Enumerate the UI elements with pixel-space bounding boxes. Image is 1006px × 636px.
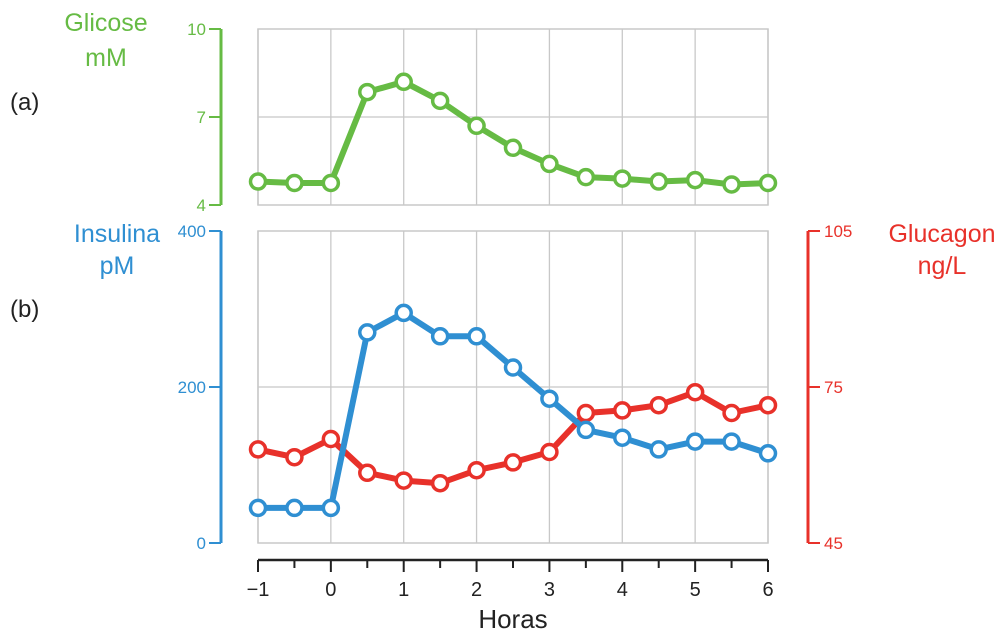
glicose-line — [255, 78, 771, 188]
glucagon-point — [430, 473, 450, 493]
glicose-point — [358, 82, 377, 102]
insulina-axis-title-line2: pM — [100, 252, 135, 280]
glucagon-point — [540, 442, 559, 462]
glicose-point — [467, 116, 486, 136]
insulina-line — [255, 309, 771, 511]
glucagon-point — [613, 401, 632, 420]
glucagon-point — [467, 460, 486, 480]
insulina-tick-label: 0 — [197, 534, 206, 553]
insulina-tick-label: 400 — [178, 222, 206, 241]
insulina-point — [285, 498, 304, 518]
glicose-point — [649, 172, 668, 191]
glucagon-point — [248, 440, 268, 459]
glucagon-tick-label: 105 — [824, 222, 852, 241]
x-tick-label: 5 — [690, 579, 701, 601]
x-tick-label: −1 — [247, 579, 270, 601]
glucagon-axis-title-line2: ng/L — [918, 252, 967, 280]
x-tick-label: 0 — [325, 579, 336, 601]
glicose-point — [285, 173, 304, 193]
glucagon-point — [503, 453, 523, 472]
glucagon-point — [285, 447, 304, 467]
series-layer — [248, 72, 778, 518]
glucagon-point — [649, 395, 668, 415]
glicose-point — [430, 91, 450, 111]
glicose-point — [248, 172, 268, 191]
glicose-point — [576, 167, 596, 187]
glucagon-point — [394, 471, 413, 490]
x-tick-label: 2 — [471, 579, 482, 601]
glicose-point — [758, 173, 778, 193]
insulina-point — [649, 440, 668, 459]
insulina-point — [358, 323, 377, 342]
glucagon-point — [321, 429, 341, 449]
insulina-point — [540, 389, 559, 408]
insulina-tick-label: 200 — [178, 378, 206, 397]
glicose-point — [540, 154, 559, 174]
glucagon-tick-label: 75 — [824, 378, 843, 397]
glicose-tick-label: 10 — [187, 20, 206, 39]
glucagon-point — [722, 403, 741, 423]
x-axis-title: Horas — [478, 604, 547, 634]
x-tick-label: 6 — [762, 579, 773, 601]
insulina-point — [467, 327, 486, 346]
insulina-point — [321, 498, 341, 518]
insulina-point — [248, 498, 268, 518]
insulina-point — [576, 420, 596, 440]
insulina-point — [430, 327, 450, 346]
glucagon-point — [685, 382, 705, 402]
glicose-tick-label: 4 — [197, 196, 206, 215]
insulina-point — [685, 432, 705, 451]
glicose-point — [613, 169, 632, 188]
grid-layer — [257, 28, 769, 544]
glicose-point — [722, 175, 741, 194]
x-tick-label: 1 — [398, 579, 409, 601]
glucagon-point — [758, 395, 778, 415]
panel-a-label: (a) — [10, 89, 39, 116]
glicose-point — [321, 173, 341, 193]
x-tick-label: 4 — [617, 579, 628, 601]
insulina-axis-title-line1: Insulina — [74, 220, 160, 248]
insulina-point — [503, 358, 523, 377]
glicose-axis-title-line1: Glicose — [64, 9, 147, 37]
glicose-point — [685, 170, 705, 190]
glucagon-point — [576, 403, 596, 423]
insulina-point — [722, 432, 741, 451]
glicose-point — [394, 72, 413, 92]
insulina-point — [613, 428, 632, 447]
insulina-point — [758, 444, 778, 463]
glicose-tick-label: 7 — [197, 108, 206, 127]
glucagon-point — [358, 463, 377, 483]
glucagon-axis-title-line1: Glucagon — [888, 220, 995, 248]
insulina-point — [394, 303, 413, 323]
panel-b-label: (b) — [10, 296, 39, 323]
x-tick-label: 3 — [544, 579, 555, 601]
glicose-axis-title-line2: mM — [85, 44, 127, 72]
glucagon-tick-label: 45 — [824, 534, 843, 553]
glicose-point — [503, 138, 523, 158]
